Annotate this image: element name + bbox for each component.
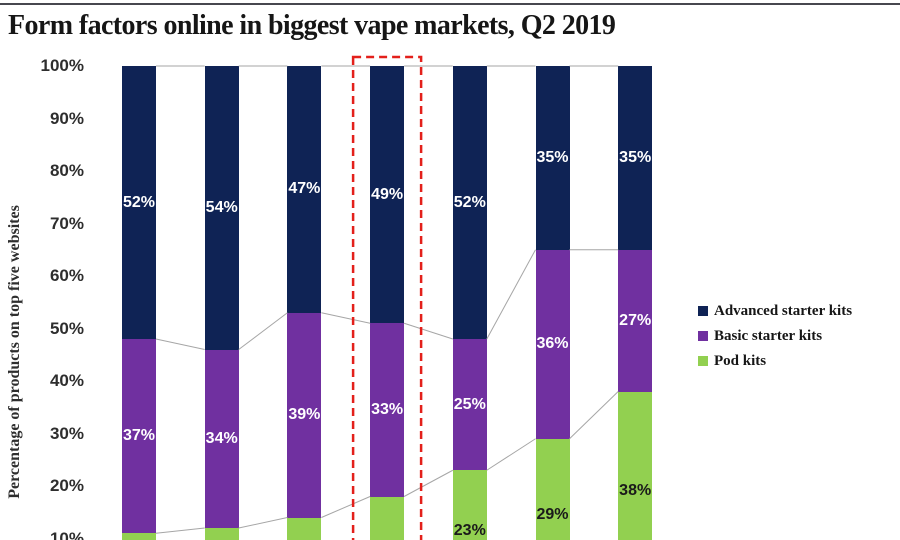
legend-label: Pod kits (714, 352, 767, 369)
bar-segment-basic-starter-kits-col6 (535, 249, 570, 439)
bar-segment-advanced-starter-kits-col3 (287, 66, 322, 313)
chart-title: Form factors online in biggest vape mark… (8, 10, 616, 41)
bar-value-label: 52% (453, 193, 486, 211)
series-connector-line (238, 517, 288, 529)
legend-item-basic-starter-kits: Basic starter kits (698, 327, 852, 345)
series-connector-line (321, 496, 371, 518)
bar-value-label: 34% (205, 429, 238, 447)
y-tick-label-50: 50% (49, 318, 84, 338)
y-tick-label-60: 60% (49, 266, 84, 285)
bar-value-label: 54% (205, 198, 238, 216)
series-connector-line (155, 527, 205, 534)
bar-value-label: 33% (371, 400, 404, 418)
series-connector-line (403, 469, 454, 497)
y-tick-label-80: 80% (49, 161, 84, 180)
bar-value-label: 23% (453, 521, 486, 539)
y-tick-label-30: 30% (49, 423, 84, 443)
bar-segment-pod-kits-col5 (452, 470, 487, 540)
bar-value-label: 47% (288, 180, 321, 198)
legend-swatch-icon (698, 306, 708, 316)
bar-segment-pod-kits-col6 (535, 438, 570, 540)
bar-segment-advanced-starter-kits-col5 (452, 66, 487, 339)
bar-segment-advanced-starter-kits-col2 (204, 66, 239, 350)
bar-value-label: 52% (122, 193, 156, 211)
bar-segment-advanced-starter-kits-col7 (618, 66, 653, 250)
series-connector-line (403, 322, 453, 340)
bar-segment-pod-kits-col1 (122, 533, 156, 540)
y-tick-label-70: 70% (49, 213, 84, 233)
bar-value-label: 37% (122, 427, 156, 445)
bar-value-label: 36% (536, 335, 569, 353)
series-connector-line (486, 249, 536, 340)
bar-value-label: 38% (619, 482, 652, 500)
bar-segment-pod-kits-col4 (370, 496, 405, 540)
bar-segment-pod-kits-col2 (204, 528, 239, 540)
y-tick-label-100: 100% (40, 56, 84, 75)
legend-swatch-icon (698, 331, 708, 341)
bar-value-label: 35% (619, 148, 652, 166)
legend-label: Basic starter kits (714, 327, 823, 344)
legend-label: Advanced starter kits (714, 302, 853, 319)
bar-segment-pod-kits-col7 (618, 391, 653, 540)
legend-swatch-icon (698, 356, 708, 366)
series-connector-line (155, 338, 205, 350)
bar-segment-basic-starter-kits-col7 (618, 249, 653, 392)
bar-segment-basic-starter-kits-col1 (122, 339, 156, 534)
series-connector-line (486, 438, 536, 471)
y-tick-label-90: 90% (49, 108, 84, 128)
bar-segment-basic-starter-kits-col3 (287, 312, 322, 518)
legend-item-advanced-starter-kits: Advanced starter kits (698, 302, 852, 320)
series-connector-line (238, 312, 288, 350)
bar-segment-pod-kits-col3 (287, 517, 322, 540)
series-connector-line (321, 312, 371, 324)
legend-item-pod-kits: Pod kits (698, 352, 852, 370)
y-tick-label-10: 10% (49, 528, 84, 540)
bar-segment-advanced-starter-kits-col6 (535, 66, 570, 250)
bar-value-label: 49% (371, 185, 404, 203)
bar-value-label: 25% (453, 395, 486, 413)
series-connector-line (569, 391, 619, 440)
legend: Advanced starter kits Basic starter kits P… (698, 302, 852, 370)
y-axis-title: Percentage of products on top five websi… (6, 205, 23, 499)
y-tick-label-20: 20% (49, 476, 84, 495)
bar-segment-advanced-starter-kits-col1 (122, 66, 156, 339)
bar-value-label: 29% (536, 505, 569, 523)
bar-segment-basic-starter-kits-col2 (204, 349, 239, 528)
bar-value-label: 35% (536, 148, 569, 166)
top-divider-rule (0, 3, 900, 5)
bar-value-label: 27% (619, 311, 652, 329)
bar-segment-basic-starter-kits-col5 (452, 339, 487, 471)
bar-value-label: 39% (288, 406, 321, 424)
y-tick-label-40: 40% (49, 371, 84, 390)
